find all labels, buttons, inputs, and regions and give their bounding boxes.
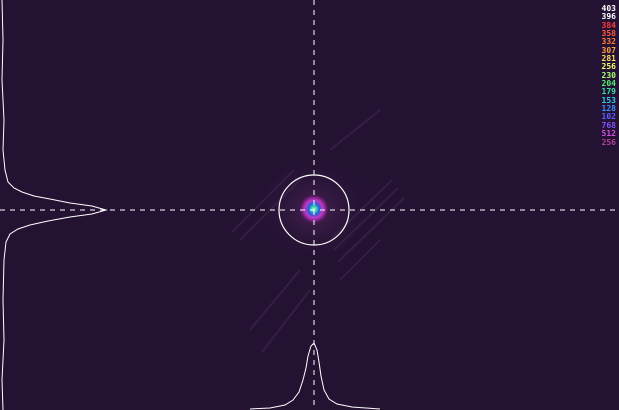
legend-value: 256 xyxy=(601,137,616,147)
legend-value: 256 xyxy=(601,62,616,72)
legend-value: 358 xyxy=(601,29,616,39)
legend-value: 204 xyxy=(601,79,616,89)
legend-value: 230 xyxy=(601,70,616,80)
legend-value: 153 xyxy=(601,95,616,105)
legend-value: 512 xyxy=(601,129,616,139)
intensity-legend: 403 396 384 358 332 307 281 256 230 204 179 153 128 1… xyxy=(586,4,616,147)
legend-value: 281 xyxy=(601,54,616,64)
legend-value: 384 xyxy=(601,20,616,30)
legend-value: 396 xyxy=(601,12,616,22)
aperture-circle[interactable] xyxy=(278,174,350,246)
legend-value: 307 xyxy=(601,45,616,55)
legend-value: 403 xyxy=(601,4,616,13)
legend-value: 128 xyxy=(601,104,616,114)
left-profile-curve xyxy=(1,0,108,410)
legend-value: 179 xyxy=(601,87,616,97)
legend-value: 332 xyxy=(601,37,616,47)
legend-value: 102 xyxy=(601,112,616,122)
legend-value: 768 xyxy=(601,120,616,130)
beam-spot xyxy=(298,193,330,225)
bottom-profile-curve xyxy=(249,342,381,410)
